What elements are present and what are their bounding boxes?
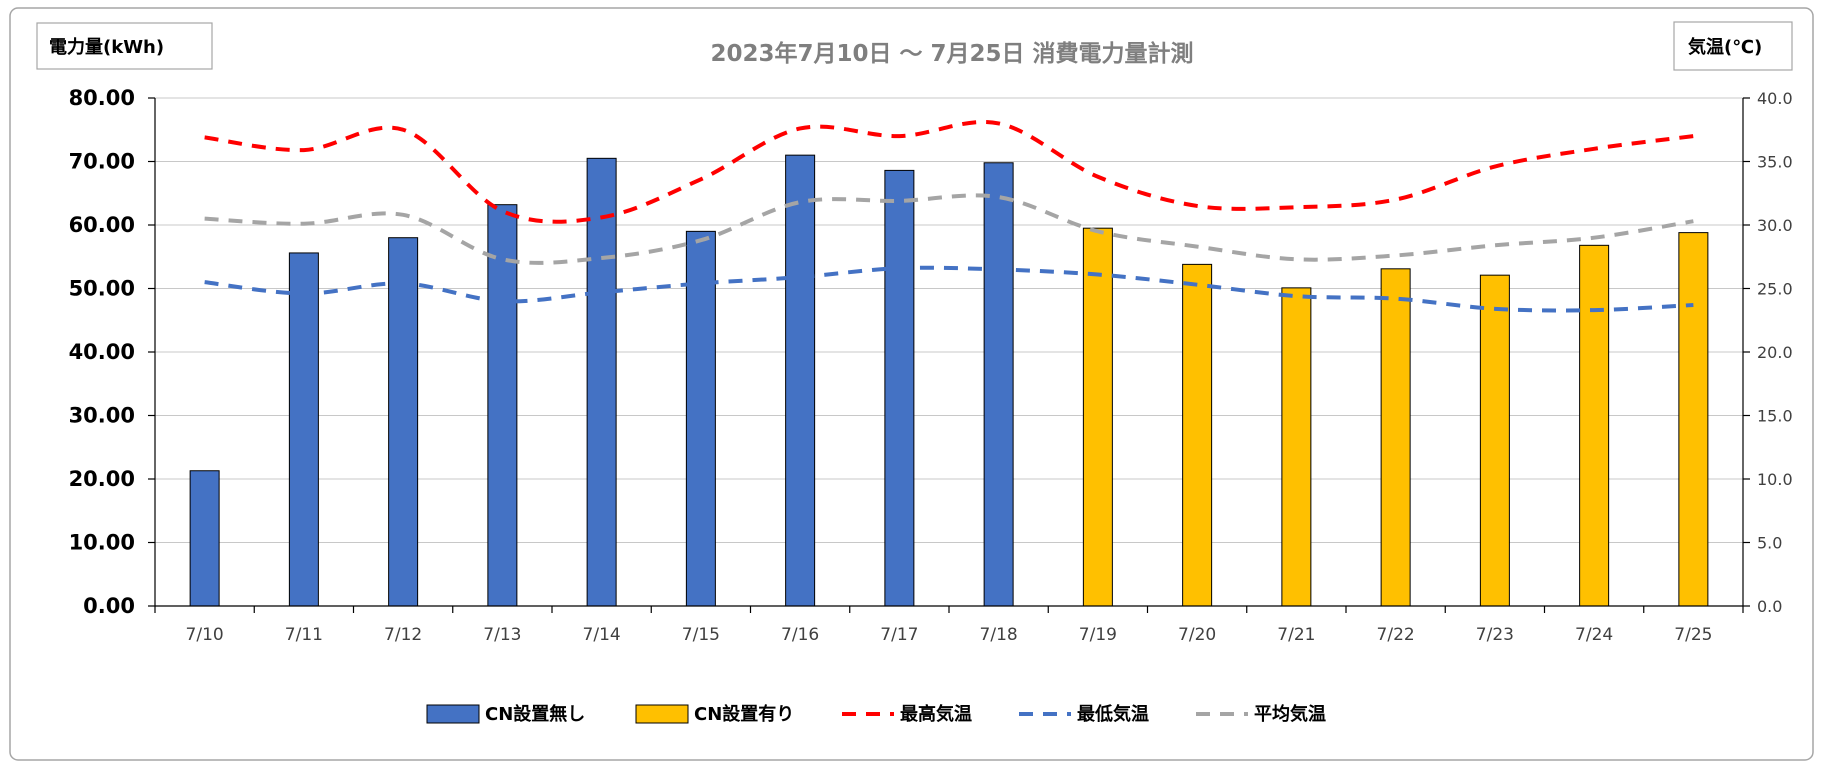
bar-with-cn bbox=[1281, 287, 1312, 607]
x-tick-label: 7/18 bbox=[980, 625, 1018, 645]
right-tick-label: 20.0 bbox=[1757, 343, 1793, 362]
bar-without-cn bbox=[388, 237, 419, 607]
left-tick-label: 40.00 bbox=[69, 340, 135, 364]
left-unit-box bbox=[36, 22, 213, 70]
bar-with-cn bbox=[1182, 263, 1213, 607]
left-axis-unit: 電力量(kWh) bbox=[49, 36, 164, 58]
bar-with-cn bbox=[1678, 232, 1709, 607]
bar-without-cn bbox=[586, 157, 617, 607]
right-tick-label: 35.0 bbox=[1757, 153, 1793, 172]
bar-without-cn bbox=[983, 162, 1014, 607]
left-tick-label: 30.00 bbox=[69, 404, 135, 428]
legend-max-temp-label: 最高気温 bbox=[900, 703, 972, 725]
left-tick-label: 60.00 bbox=[69, 213, 135, 237]
bar-without-cn bbox=[189, 470, 220, 607]
bar-without-cn bbox=[487, 204, 518, 607]
bars bbox=[189, 154, 1709, 607]
left-tick-label: 0.00 bbox=[83, 594, 135, 618]
gridlines bbox=[155, 97, 1743, 543]
x-tick-label: 7/14 bbox=[583, 625, 621, 645]
right-tick-label: 10.0 bbox=[1757, 470, 1793, 489]
x-tick-label: 7/19 bbox=[1079, 625, 1117, 645]
x-tick-label: 7/15 bbox=[682, 625, 720, 645]
left-tick-label: 10.00 bbox=[69, 531, 135, 555]
axes: 0.00 10.00 20.00 30.00 40.00 50.00 60.00 70.00 8… bbox=[69, 86, 1793, 645]
chart-title: 2023年7月10日 ～ 7月25日 消費電力量計測 bbox=[710, 40, 1193, 67]
x-tick-label: 7/11 bbox=[285, 625, 323, 645]
bar-with-cn bbox=[1380, 268, 1411, 607]
bar-without-cn bbox=[685, 230, 716, 607]
x-tick-label: 7/13 bbox=[483, 625, 521, 645]
right-tick-label: 0.0 bbox=[1757, 597, 1782, 616]
line-min-temp bbox=[204, 265, 1694, 313]
line-avg-temp bbox=[204, 193, 1694, 265]
legend: CN設置無し CN設置有り 最高気温 最低気温 平均気温 bbox=[426, 703, 1326, 725]
legend-with-cn-label: CN設置有り bbox=[694, 703, 794, 725]
legend-with-cn-swatch bbox=[635, 704, 689, 724]
bar-with-cn bbox=[1579, 244, 1610, 607]
x-tick-label: 7/21 bbox=[1277, 625, 1315, 645]
bar-without-cn bbox=[288, 252, 319, 607]
bar-without-cn bbox=[785, 154, 816, 607]
right-tick-label: 40.0 bbox=[1757, 89, 1793, 108]
left-tick-label: 80.00 bbox=[69, 86, 135, 110]
right-tick-label: 25.0 bbox=[1757, 280, 1793, 299]
x-tick-label: 7/22 bbox=[1377, 625, 1415, 645]
bar-with-cn bbox=[1479, 274, 1510, 607]
line-max-temp bbox=[204, 119, 1694, 224]
legend-avg-temp-label: 平均気温 bbox=[1254, 703, 1326, 725]
legend-without-cn-label: CN設置無し bbox=[485, 703, 585, 725]
x-tick-label: 7/17 bbox=[880, 625, 918, 645]
left-tick-label: 50.00 bbox=[69, 277, 135, 301]
right-unit-box bbox=[1673, 21, 1793, 71]
x-tick-label: 7/25 bbox=[1674, 625, 1712, 645]
x-tick-label: 7/23 bbox=[1476, 625, 1514, 645]
x-tick-label: 7/16 bbox=[781, 625, 819, 645]
x-tick-label: 7/20 bbox=[1178, 625, 1216, 645]
right-tick-label: 30.0 bbox=[1757, 216, 1793, 235]
legend-min-temp-label: 最低気温 bbox=[1077, 703, 1149, 725]
temperature-lines bbox=[204, 119, 1694, 313]
x-tick-label: 7/24 bbox=[1575, 625, 1613, 645]
left-tick-label: 70.00 bbox=[69, 150, 135, 174]
right-axis-unit: 気温(℃) bbox=[1688, 36, 1762, 58]
right-tick-label: 5.0 bbox=[1757, 534, 1782, 553]
bar-with-cn bbox=[1082, 227, 1113, 607]
right-tick-label: 15.0 bbox=[1757, 407, 1793, 426]
legend-without-cn-swatch bbox=[426, 704, 480, 724]
x-tick-label: 7/10 bbox=[186, 625, 224, 645]
bar-without-cn bbox=[884, 169, 915, 607]
left-tick-label: 20.00 bbox=[69, 467, 135, 491]
x-tick-label: 7/12 bbox=[384, 625, 422, 645]
